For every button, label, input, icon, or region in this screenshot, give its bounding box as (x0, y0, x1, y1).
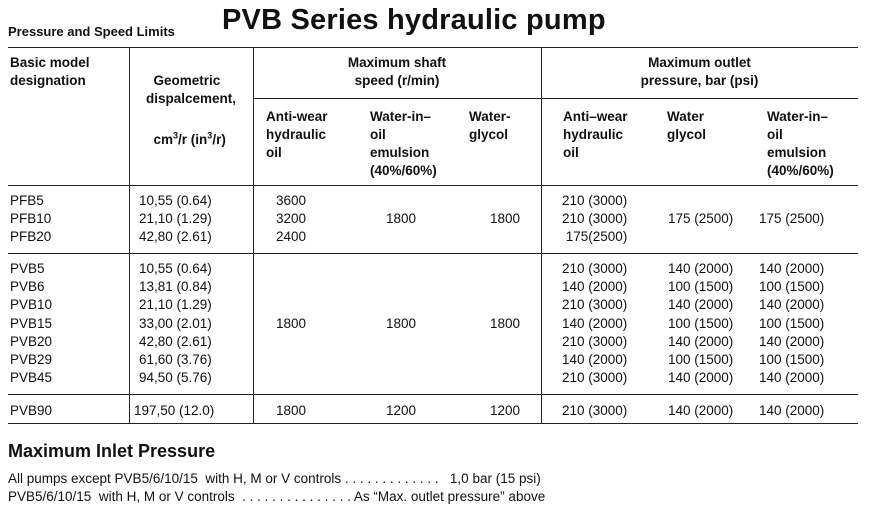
col-divider-2 (253, 47, 254, 423)
col-divider-3 (541, 47, 542, 423)
speed-glycol-cell: 1800 (490, 316, 521, 331)
inlet-pressure-title: Maximum Inlet Pressure (8, 441, 216, 461)
group-divider-1 (8, 253, 858, 254)
speed-emulsion-cell: 1800 (386, 316, 417, 331)
speed-antiwear-cell: 3600 3200 2400 (276, 193, 307, 245)
header-speed-antiwear: Anti-wear hydraulic oil (266, 109, 328, 160)
pressure-glycol-cell: 140 (2000) (668, 403, 734, 418)
subheader-rule (253, 98, 858, 99)
pressure-emulsion-cell: 175 (2500) (759, 211, 825, 226)
header-speed-glycol: Water- glycol (469, 109, 511, 142)
pressure-glycol-cell: 140 (2000) 100 (1500) 140 (2000) 100 (15… (668, 261, 734, 386)
displacement-cell: 10,55 (0.64) 21,10 (1.29) 42,80 (2.61) (139, 193, 212, 245)
table-bottom-rule (8, 423, 858, 424)
page-title: PVB Series hydraulic pump (222, 4, 606, 36)
header-displacement-label: Geometric dispalcement, (146, 73, 237, 106)
inlet-note-line-1: All pumps except PVB5/6/10/15 with H, M … (8, 471, 541, 486)
speed-emulsion-cell: 1200 (386, 403, 417, 418)
model-cell: PVB5 PVB6 PVB10 PVB15 PVB20 PVB29 PVB45 (10, 261, 53, 386)
header-speed-emulsion: Water-in– oil emulsion (40%/60%) (370, 109, 437, 178)
displacement-cell: 197,50 (12.0) (134, 403, 215, 418)
header-displacement: Geometric dispalcement, cm3/r (in3/r) (146, 54, 236, 149)
speed-glycol-cell: 1800 (490, 211, 521, 226)
displacement-cell: 10,55 (0.64) 13,81 (0.84) 21,10 (1.29) 3… (139, 261, 212, 386)
model-cell: PVB90 (10, 403, 53, 418)
header-bottom-rule (8, 185, 858, 186)
header-displacement-unit: cm3/r (in3/r) (153, 130, 226, 147)
pressure-emulsion-cell: 140 (2000) 100 (1500) 140 (2000) 100 (15… (759, 261, 825, 386)
header-pressure-emulsion: Water-in– oil emulsion (40%/60%) (767, 109, 834, 178)
pressure-antiwear-cell: 210 (3000) 210 (3000) 175(2500) (562, 193, 628, 245)
pressure-antiwear-cell: 210 (3000) (562, 403, 628, 418)
speed-glycol-cell: 1200 (490, 403, 521, 418)
header-pressure-antiwear: Anti–wear hydraulic oil (563, 109, 628, 160)
col-divider-1 (129, 47, 130, 423)
model-cell: PFB5 PFB10 PFB20 (10, 193, 52, 245)
pressure-emulsion-cell: 140 (2000) (759, 403, 825, 418)
speed-antiwear-cell: 1800 (276, 316, 307, 331)
header-pressure-glycol: Water glycol (667, 109, 707, 142)
speed-antiwear-cell: 1800 (276, 403, 307, 418)
header-shaft-speed: Maximum shaft speed (r/min) (347, 55, 447, 88)
speed-emulsion-cell: 1800 (386, 211, 417, 226)
group-divider-2 (8, 394, 858, 395)
table-top-rule (8, 47, 858, 48)
header-model: Basic model designation (10, 55, 90, 88)
pressure-glycol-cell: 175 (2500) (668, 211, 734, 226)
section-title: Pressure and Speed Limits (8, 24, 175, 39)
header-outlet-pressure: Maximum outlet pressure, bar (psi) (640, 55, 759, 88)
pressure-antiwear-cell: 210 (3000) 140 (2000) 210 (3000) 140 (20… (562, 261, 628, 386)
inlet-note-line-2: PVB5/6/10/15 with H, M or V controls . .… (8, 489, 546, 504)
